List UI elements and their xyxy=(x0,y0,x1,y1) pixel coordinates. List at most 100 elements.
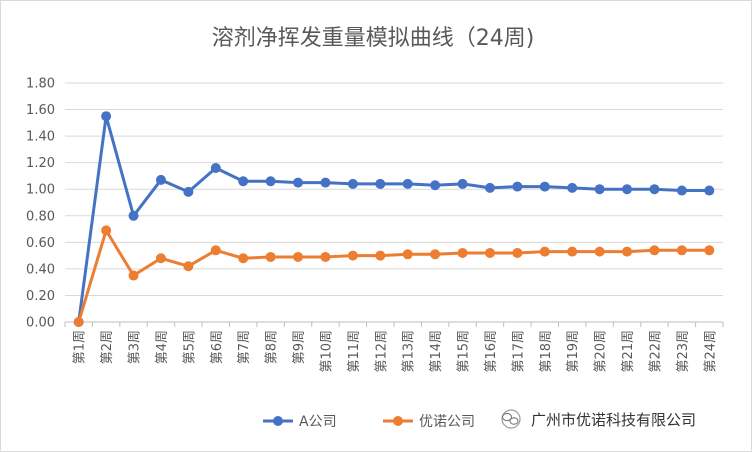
legend-swatch-yn-marker xyxy=(393,416,403,426)
series-2-point-8 xyxy=(265,251,276,262)
series-1-point-22 xyxy=(649,184,660,195)
x-tick-label-19: 第19周 xyxy=(566,330,581,373)
x-tick-label-16: 第16周 xyxy=(484,330,499,373)
series-2-line xyxy=(77,228,710,323)
series-1-point-19 xyxy=(567,182,578,193)
legend: A公司 优诺公司 xyxy=(263,414,475,430)
series-2-point-7 xyxy=(238,253,249,264)
series-2-point-15 xyxy=(457,247,468,258)
x-tick-label-11: 第11周 xyxy=(347,330,362,373)
x-tick-label-15: 第15周 xyxy=(457,330,472,373)
series-1-point-14 xyxy=(430,180,441,191)
series-2-point-13 xyxy=(402,249,413,260)
series-2-point-1 xyxy=(73,317,84,327)
x-tick-label-1: 第1周 xyxy=(73,330,88,364)
series-1-point-8 xyxy=(265,176,276,187)
series-1-point-13 xyxy=(402,178,413,189)
series-1-point-24 xyxy=(704,185,715,196)
x-tick-label-7: 第7周 xyxy=(237,330,252,364)
series-2-point-14 xyxy=(430,249,441,260)
y-tick-label-4: 0.80 xyxy=(26,209,55,224)
y-tick-label-3: 0.60 xyxy=(26,236,55,251)
series-layer xyxy=(73,111,715,327)
series-2-point-11 xyxy=(347,250,358,261)
series-1-point-17 xyxy=(512,181,523,192)
y-tick-label-8: 1.60 xyxy=(26,103,55,118)
series-2-point-23 xyxy=(676,245,687,256)
y-tick-label-5: 1.00 xyxy=(26,183,55,198)
series-2-point-2 xyxy=(101,225,112,236)
series-1-line xyxy=(77,114,710,323)
series-2-point-22 xyxy=(649,245,660,256)
chart-title: 溶剂净挥发重量模拟曲线（24周) xyxy=(212,26,535,51)
x-tick-label-18: 第18周 xyxy=(539,330,554,373)
x-tick-label-23: 第23周 xyxy=(676,330,691,373)
series-2-point-12 xyxy=(375,250,386,261)
x-tick-label-24: 第24周 xyxy=(703,330,718,373)
legend-label-yn: 优诺公司 xyxy=(419,414,475,430)
series-1-point-11 xyxy=(347,178,358,189)
x-axis-ticks: 第1周 第2周 第3周 第4周 第5周 第6周 第7周 第8周 第9周 第10周 第11周 第12周第… xyxy=(64,322,724,373)
x-tick-label-17: 第17周 xyxy=(511,330,526,373)
series-1-point-12 xyxy=(375,178,386,189)
series-2-point-19 xyxy=(567,246,578,257)
x-tick-label-14: 第14周 xyxy=(429,330,444,373)
y-tick-label-6: 1.20 xyxy=(26,156,55,171)
series-1-point-20 xyxy=(594,184,605,195)
x-tick-label-20: 第20周 xyxy=(594,330,609,373)
x-tick-label-6: 第6周 xyxy=(210,330,225,364)
wechat-icon xyxy=(501,409,521,429)
y-tick-label-0: 0.00 xyxy=(26,316,55,331)
series-2-point-3 xyxy=(128,270,139,281)
y-tick-label-1: 0.20 xyxy=(26,289,55,304)
series-1-point-2 xyxy=(101,111,112,122)
series-1-point-23 xyxy=(676,185,687,196)
series-1-point-7 xyxy=(238,176,249,187)
series-2-point-4 xyxy=(155,253,166,264)
x-tick-label-9: 第9周 xyxy=(292,330,307,364)
watermark: 广州市优诺科技有限公司 xyxy=(501,409,696,429)
series-2-point-17 xyxy=(512,247,523,258)
x-tick-label-10: 第10周 xyxy=(319,330,334,373)
series-2-point-10 xyxy=(320,251,331,262)
series-1-point-4 xyxy=(155,174,166,185)
series-1 xyxy=(73,111,715,327)
series-1-point-5 xyxy=(183,186,194,197)
y-tick-label-9: 1.80 xyxy=(26,77,55,92)
grid-lines xyxy=(65,82,723,323)
series-2-point-18 xyxy=(539,246,550,257)
series-1-point-21 xyxy=(622,184,633,195)
series-1-point-9 xyxy=(293,177,304,188)
series-2-point-24 xyxy=(704,245,715,256)
series-1-point-18 xyxy=(539,181,550,192)
series-1-point-16 xyxy=(484,182,495,193)
series-2-point-9 xyxy=(293,251,304,262)
series-1-point-3 xyxy=(128,210,139,221)
legend-swatch-a-marker xyxy=(273,416,283,426)
series-1-point-15 xyxy=(457,178,468,189)
series-2-point-5 xyxy=(183,261,194,272)
series-2-point-20 xyxy=(594,246,605,257)
series-1-point-10 xyxy=(320,177,331,188)
x-tick-label-2: 第2周 xyxy=(100,330,115,364)
x-tick-label-8: 第8周 xyxy=(265,330,280,364)
series-2-point-16 xyxy=(484,247,495,258)
watermark-text: 广州市优诺科技有限公司 xyxy=(531,411,696,429)
y-axis-ticks: 0.00 0.20 0.40 0.60 0.80 1.00 1.20 1.40 1.60 1.80 xyxy=(26,77,55,331)
x-tick-label-4: 第4周 xyxy=(155,330,170,364)
x-tick-label-13: 第13周 xyxy=(402,330,417,373)
series-1-point-6 xyxy=(210,162,221,173)
legend-label-a: A公司 xyxy=(299,414,337,430)
series-2-point-6 xyxy=(210,245,221,256)
series-2 xyxy=(73,225,715,327)
series-2-point-21 xyxy=(622,246,633,257)
legend-item-a[interactable]: A公司 xyxy=(263,414,337,430)
x-tick-label-12: 第12周 xyxy=(374,330,389,373)
legend-item-yn[interactable]: 优诺公司 xyxy=(383,414,475,430)
x-tick-label-21: 第21周 xyxy=(621,330,636,373)
x-tick-label-5: 第5周 xyxy=(182,330,197,364)
x-tick-label-22: 第22周 xyxy=(648,330,663,373)
y-tick-label-7: 1.40 xyxy=(26,130,55,145)
